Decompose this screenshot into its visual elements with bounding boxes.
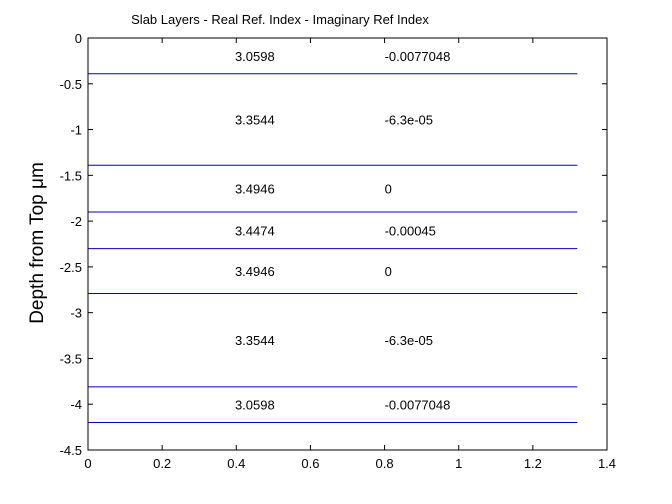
layer-real-index: 3.0598: [235, 398, 275, 413]
layer-imag-index: -0.00045: [385, 223, 436, 238]
layer-imag-index: -0.0077048: [385, 398, 451, 413]
layer-imag-index: 0: [385, 182, 392, 197]
y-tick-label: -2.5: [60, 260, 82, 275]
y-axis: 0 -0.5 -1 -1.5 -2 -2.5 -3 -3.5 -4 -4.5: [60, 31, 607, 458]
x-tick-label: 0.8: [376, 456, 394, 471]
plot-area: [88, 38, 607, 450]
layer-imag-index: 0: [385, 264, 392, 279]
y-tick-label: -1.5: [60, 168, 82, 183]
y-tick-label: -2: [70, 214, 82, 229]
layer-real-index: 3.4946: [235, 264, 275, 279]
y-tick-label: -1: [70, 123, 82, 138]
layer-imag-index: -0.0077048: [385, 49, 451, 64]
y-tick-label: -3: [70, 306, 82, 321]
x-tick-label: 1.4: [598, 456, 616, 471]
chart-title: Slab Layers - Real Ref. Index - Imaginar…: [131, 12, 429, 27]
layer-real-index: 3.4474: [235, 223, 275, 238]
x-tick-label: 1: [455, 456, 462, 471]
layer-real-index: 3.3544: [235, 333, 275, 348]
x-tick-label: 0: [84, 456, 91, 471]
x-tick-label: 0.2: [153, 456, 171, 471]
layer-imag-index: -6.3e-05: [385, 333, 433, 348]
y-tick-label: 0: [75, 31, 82, 46]
layer-real-index: 3.0598: [235, 49, 275, 64]
layer-boundaries: [88, 73, 578, 424]
layer-real-index: 3.4946: [235, 182, 275, 197]
x-tick-label: 0.6: [301, 456, 319, 471]
x-tick-label: 1.2: [524, 456, 542, 471]
layer-imag-index: -6.3e-05: [385, 112, 433, 127]
x-axis: 0 0.2 0.4 0.6 0.8 1 1.2 1.4: [84, 38, 616, 471]
y-tick-label: -3.5: [60, 351, 82, 366]
y-tick-label: -4.5: [60, 443, 82, 458]
y-tick-label: -0.5: [60, 77, 82, 92]
layer-real-index: 3.3544: [235, 112, 275, 127]
y-tick-label: -4: [70, 397, 82, 412]
axes-frame: [87, 37, 608, 451]
layer-labels: 3.0598 -0.0077048 3.3544 -6.3e-05 3.4946 0 3.4…: [235, 49, 450, 413]
x-tick-label: 0.4: [227, 456, 245, 471]
y-axis-label: Depth from Top μm: [27, 162, 48, 324]
